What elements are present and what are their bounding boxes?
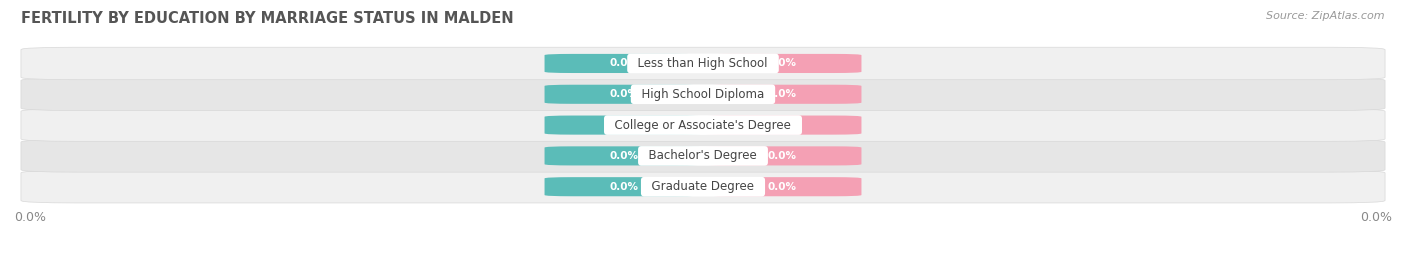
Text: 0.0%: 0.0% bbox=[609, 182, 638, 192]
FancyBboxPatch shape bbox=[544, 146, 703, 165]
FancyBboxPatch shape bbox=[21, 109, 1385, 141]
FancyBboxPatch shape bbox=[703, 146, 862, 165]
Text: Less than High School: Less than High School bbox=[630, 57, 776, 70]
Text: 0.0%: 0.0% bbox=[609, 89, 638, 99]
FancyBboxPatch shape bbox=[703, 54, 862, 73]
Text: 0.0%: 0.0% bbox=[768, 151, 797, 161]
Text: 0.0%: 0.0% bbox=[768, 182, 797, 192]
Text: Graduate Degree: Graduate Degree bbox=[644, 180, 762, 193]
Text: 0.0%: 0.0% bbox=[768, 120, 797, 130]
Legend: Married, Unmarried: Married, Unmarried bbox=[609, 267, 797, 269]
Text: Bachelor's Degree: Bachelor's Degree bbox=[641, 149, 765, 162]
Text: 0.0%: 0.0% bbox=[609, 151, 638, 161]
FancyBboxPatch shape bbox=[544, 54, 703, 73]
FancyBboxPatch shape bbox=[21, 78, 1385, 111]
FancyBboxPatch shape bbox=[21, 171, 1385, 203]
FancyBboxPatch shape bbox=[544, 85, 703, 104]
Text: 0.0%: 0.0% bbox=[1360, 211, 1392, 224]
Text: Source: ZipAtlas.com: Source: ZipAtlas.com bbox=[1267, 11, 1385, 21]
Text: 0.0%: 0.0% bbox=[768, 58, 797, 68]
FancyBboxPatch shape bbox=[703, 85, 862, 104]
Text: College or Associate's Degree: College or Associate's Degree bbox=[607, 119, 799, 132]
Text: 0.0%: 0.0% bbox=[609, 58, 638, 68]
Text: High School Diploma: High School Diploma bbox=[634, 88, 772, 101]
Text: 0.0%: 0.0% bbox=[14, 211, 46, 224]
FancyBboxPatch shape bbox=[544, 115, 703, 135]
Text: FERTILITY BY EDUCATION BY MARRIAGE STATUS IN MALDEN: FERTILITY BY EDUCATION BY MARRIAGE STATU… bbox=[21, 11, 513, 26]
Text: 0.0%: 0.0% bbox=[768, 89, 797, 99]
FancyBboxPatch shape bbox=[703, 115, 862, 135]
FancyBboxPatch shape bbox=[544, 177, 703, 196]
FancyBboxPatch shape bbox=[703, 177, 862, 196]
Text: 0.0%: 0.0% bbox=[609, 120, 638, 130]
FancyBboxPatch shape bbox=[21, 47, 1385, 80]
FancyBboxPatch shape bbox=[21, 140, 1385, 172]
